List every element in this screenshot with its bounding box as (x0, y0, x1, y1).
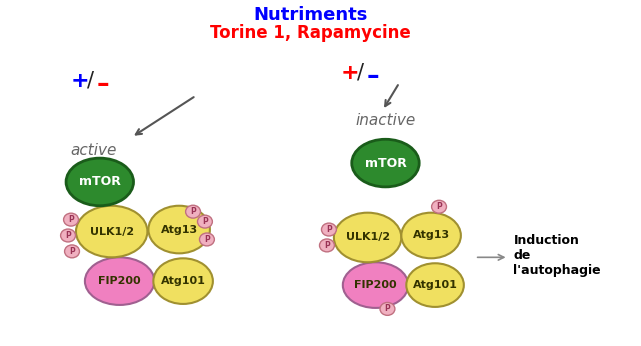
Text: P: P (204, 235, 210, 244)
Text: mTOR: mTOR (79, 175, 121, 189)
Text: P: P (68, 215, 74, 224)
Ellipse shape (65, 245, 79, 258)
Text: –: – (96, 72, 109, 96)
Text: P: P (202, 217, 208, 226)
Text: ULK1/2: ULK1/2 (345, 233, 390, 243)
Text: FIP200: FIP200 (354, 280, 397, 290)
Ellipse shape (199, 233, 214, 246)
Text: active: active (71, 143, 117, 158)
Ellipse shape (186, 205, 201, 218)
Ellipse shape (153, 258, 213, 304)
Ellipse shape (76, 206, 147, 257)
Text: /: / (357, 63, 364, 83)
Text: Torine 1, Rapamycine: Torine 1, Rapamycine (210, 24, 410, 42)
Ellipse shape (319, 239, 335, 252)
Text: Atg101: Atg101 (161, 276, 206, 286)
Text: Atg101: Atg101 (413, 280, 458, 290)
Ellipse shape (322, 223, 337, 236)
Text: P: P (385, 304, 390, 313)
Text: inactive: inactive (355, 113, 415, 128)
Ellipse shape (66, 158, 133, 206)
Ellipse shape (406, 263, 464, 307)
Text: P: P (65, 231, 71, 240)
Text: Nutriments: Nutriments (253, 6, 367, 24)
Text: P: P (324, 241, 330, 250)
Text: Atg13: Atg13 (161, 225, 197, 235)
Text: P: P (69, 247, 75, 256)
Text: +: + (71, 71, 89, 91)
Ellipse shape (61, 229, 76, 242)
Ellipse shape (352, 139, 419, 187)
Ellipse shape (63, 213, 78, 226)
Ellipse shape (334, 213, 401, 262)
Text: Induction
de
l'autophagie: Induction de l'autophagie (513, 234, 601, 277)
Ellipse shape (431, 200, 447, 213)
Ellipse shape (380, 302, 395, 315)
Ellipse shape (85, 257, 154, 305)
Text: P: P (436, 202, 442, 211)
Text: /: / (87, 71, 94, 91)
Text: mTOR: mTOR (365, 157, 406, 170)
Ellipse shape (343, 262, 408, 308)
Text: P: P (326, 225, 332, 234)
Text: –: – (366, 64, 379, 88)
Text: P: P (190, 207, 196, 216)
Text: FIP200: FIP200 (98, 276, 141, 286)
Text: Atg13: Atg13 (413, 230, 450, 240)
Ellipse shape (149, 206, 210, 253)
Ellipse shape (197, 215, 212, 228)
Text: +: + (340, 63, 359, 83)
Ellipse shape (401, 213, 461, 258)
Text: ULK1/2: ULK1/2 (90, 227, 134, 237)
